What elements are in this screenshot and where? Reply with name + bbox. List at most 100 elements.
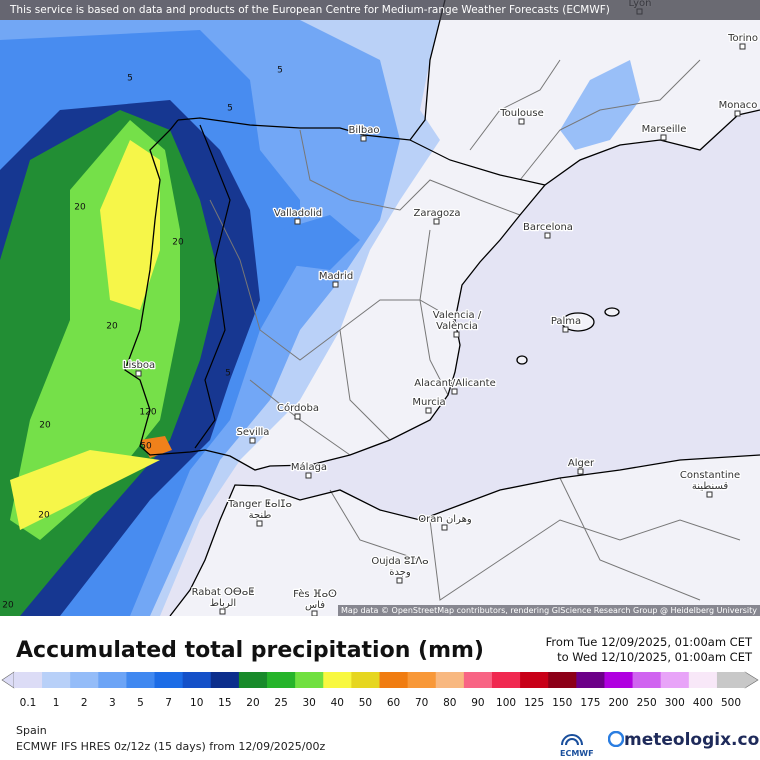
legend-swatch bbox=[210, 672, 240, 688]
service-notice: This service is based on data and produc… bbox=[0, 0, 760, 20]
contour-label: 20 bbox=[39, 421, 51, 431]
city-marker bbox=[396, 577, 403, 584]
contour-label: 20 bbox=[38, 511, 50, 521]
city-label: Bilbao bbox=[348, 125, 379, 136]
legend-arrow-left bbox=[1, 671, 15, 689]
city-marker bbox=[451, 388, 458, 395]
legend-swatch bbox=[13, 672, 43, 688]
city-marker bbox=[441, 524, 448, 531]
city-label: Rabat ⵔⴱⴰⵟ bbox=[192, 587, 255, 598]
legend-swatch bbox=[42, 672, 71, 688]
city-marker bbox=[544, 232, 551, 239]
city-marker bbox=[453, 331, 460, 338]
legend-label: 90 bbox=[471, 697, 484, 709]
legend-label: 30 bbox=[303, 697, 316, 709]
legend-label: 40 bbox=[331, 697, 344, 709]
legend-label: 125 bbox=[524, 697, 544, 709]
ecmwf-text: ECMWF bbox=[560, 749, 594, 758]
city-marker bbox=[219, 608, 226, 615]
city-label: الرباط bbox=[210, 598, 236, 609]
city-label: Torino bbox=[727, 33, 758, 44]
map-credit: Map data © OpenStreetMap contributors, r… bbox=[338, 605, 760, 616]
legend-label: 500 bbox=[721, 697, 741, 709]
borders bbox=[209, 59, 741, 601]
brand-icon bbox=[607, 730, 625, 748]
date-from: From Tue 12/09/2025, 01:00am CET bbox=[545, 635, 752, 649]
contour-label: 5 bbox=[277, 66, 283, 76]
city-label: Monaco bbox=[719, 100, 758, 111]
model-info: ECMWF IFS HRES 0z/12z (15 days) from 12/… bbox=[16, 740, 326, 753]
city-label: Lisboa bbox=[123, 360, 155, 371]
city-label: Valencia / bbox=[433, 310, 482, 321]
legend-arrow-right bbox=[744, 671, 759, 689]
city-label: Madrid bbox=[319, 271, 353, 282]
legend-swatch bbox=[576, 672, 605, 688]
legend: 0.1 1 2 3 5 7 10 15 20 25 30 40 50 60 70 80 90 100 125 150 1… bbox=[1, 671, 759, 709]
legend-swatch bbox=[407, 672, 437, 688]
city-label: وجدة bbox=[389, 567, 411, 578]
legend-swatch bbox=[379, 672, 409, 688]
coastline bbox=[124, 0, 760, 616]
city-marker bbox=[562, 326, 569, 333]
legend-swatch bbox=[323, 672, 352, 688]
city-marker bbox=[425, 407, 432, 414]
region: Spain bbox=[16, 724, 47, 737]
legend-swatch bbox=[126, 672, 156, 688]
legend-label: 7 bbox=[165, 697, 172, 709]
city-marker bbox=[311, 610, 318, 616]
city-label: Murcia bbox=[412, 397, 445, 408]
city-label: Alacant/Alicante bbox=[414, 378, 495, 389]
city-label: Málaga bbox=[291, 461, 327, 473]
city-label: Sevilla bbox=[237, 427, 270, 438]
city-marker bbox=[577, 468, 584, 475]
city-marker bbox=[256, 520, 263, 527]
city-marker bbox=[305, 472, 312, 479]
city-label: Barcelona bbox=[523, 222, 573, 233]
cities: LyonTorinoMonacoToulouseMarseilleBilbaoV… bbox=[122, 0, 759, 616]
city-label: Valladolid bbox=[274, 208, 322, 219]
legend-label: 175 bbox=[580, 697, 600, 709]
contour-label: 20 bbox=[2, 601, 14, 611]
city-marker bbox=[518, 118, 525, 125]
legend-label: 3 bbox=[109, 697, 116, 709]
legend-label: 400 bbox=[693, 697, 713, 709]
city-marker bbox=[294, 218, 301, 225]
legend-swatch bbox=[154, 672, 184, 688]
contour-label: 20 bbox=[74, 203, 86, 213]
legend-label: 20 bbox=[246, 697, 259, 709]
city-label: Marseille bbox=[642, 124, 687, 135]
legend-swatch bbox=[604, 672, 634, 688]
legend-swatch bbox=[98, 672, 127, 688]
legend-swatch bbox=[238, 672, 268, 688]
ecmwf-icon bbox=[561, 734, 583, 746]
legend-label: 60 bbox=[387, 697, 400, 709]
city-label: Tanger ⵟⴰⵏⵊⴰ bbox=[227, 499, 292, 510]
contour-label: 20 bbox=[172, 238, 184, 248]
city-marker bbox=[294, 413, 301, 420]
legend-label: 200 bbox=[608, 697, 628, 709]
legend-label: 250 bbox=[637, 697, 657, 709]
legend-label: 25 bbox=[274, 697, 287, 709]
city-marker bbox=[360, 135, 367, 142]
city-marker bbox=[734, 110, 741, 117]
legend-swatch bbox=[351, 672, 380, 688]
legend-label: 300 bbox=[665, 697, 685, 709]
city-label: Oran وهران bbox=[418, 514, 472, 525]
city-label: Alger bbox=[568, 458, 595, 469]
city-label: Constantine bbox=[680, 470, 740, 481]
city-marker bbox=[135, 370, 142, 377]
city-label: València bbox=[436, 320, 478, 332]
legend-swatch bbox=[688, 672, 718, 688]
contour-labels: 5 5 5 20 20 20 20 20 20 120 50 5 bbox=[2, 66, 283, 611]
legend-label: 15 bbox=[218, 697, 231, 709]
legend-swatch bbox=[660, 672, 690, 688]
legend-label: 100 bbox=[496, 697, 516, 709]
brand: meteologix.com bbox=[607, 730, 760, 750]
legend-swatch bbox=[295, 672, 324, 688]
city-label: Oujda ⵓⵊⴷⴰ bbox=[371, 556, 428, 567]
legend-label: 150 bbox=[552, 697, 572, 709]
city-label: طنجة bbox=[249, 510, 272, 521]
legend-swatch bbox=[70, 672, 99, 688]
legend-swatch bbox=[491, 672, 521, 688]
